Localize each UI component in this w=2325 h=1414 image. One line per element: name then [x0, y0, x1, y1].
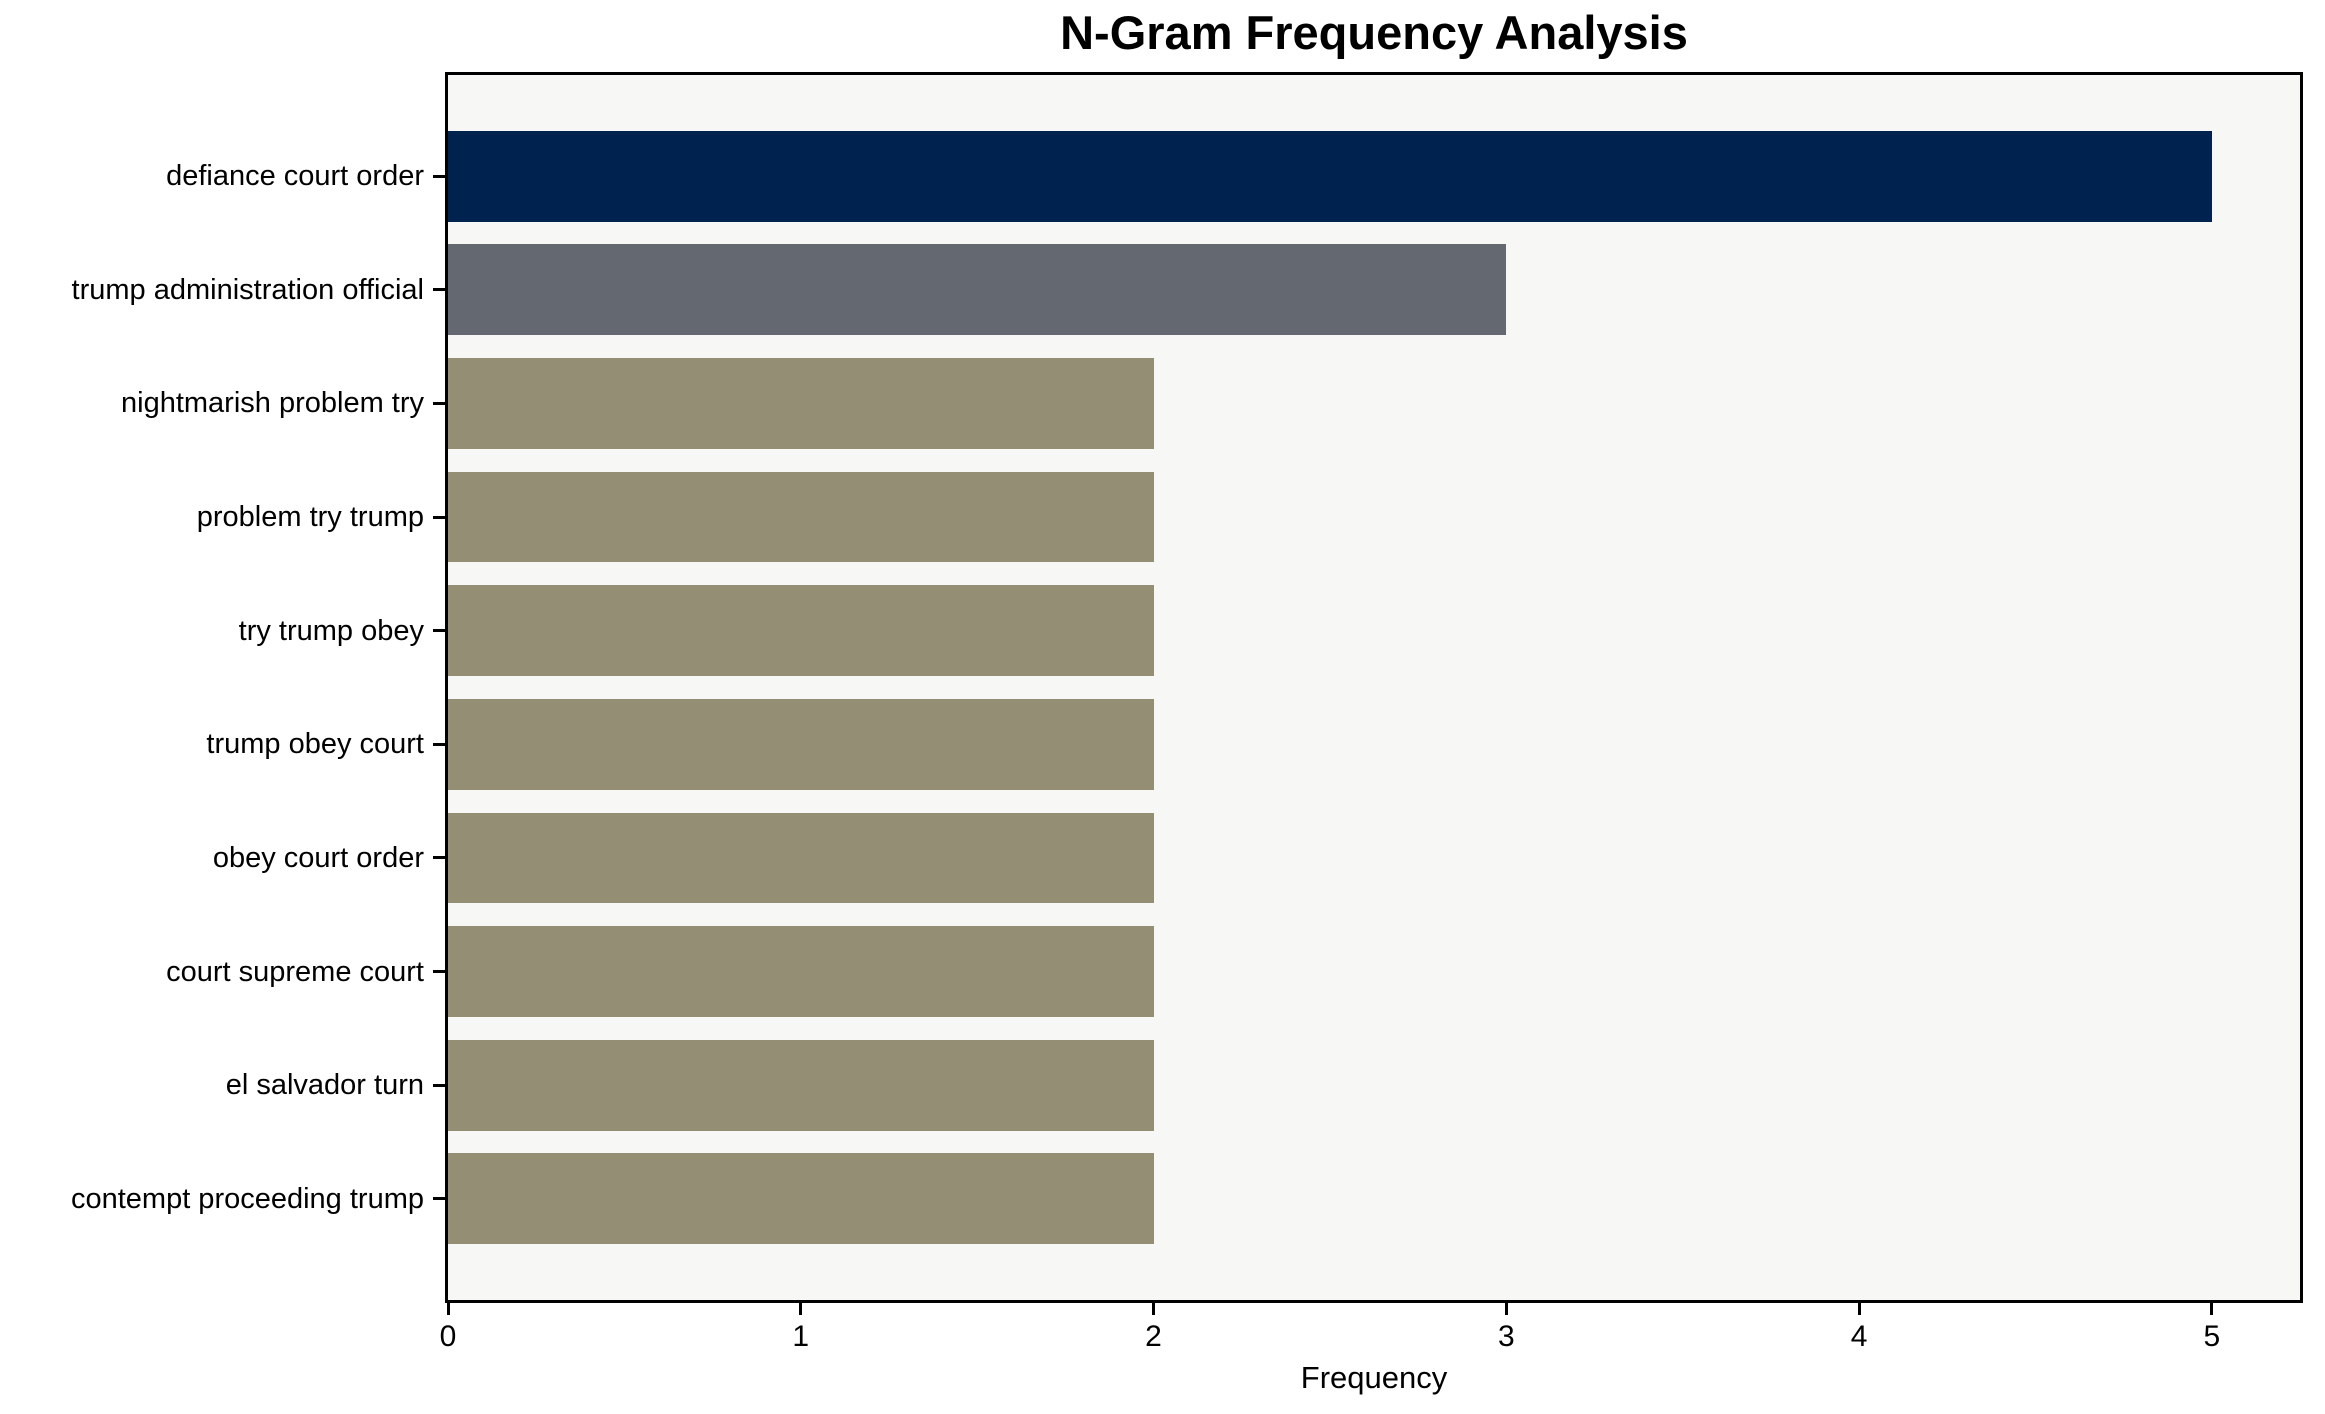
x-tick-mark	[2210, 1303, 2214, 1315]
y-tick-mark	[433, 629, 445, 633]
y-tick-mark	[433, 288, 445, 292]
bar-9-contempt-proceeding-trump	[448, 1153, 1154, 1245]
bar-1-trump-administration-official	[448, 244, 1507, 336]
plot-area	[445, 72, 2303, 1303]
x-tick-mark	[799, 1303, 803, 1315]
x-axis-title: Frequency	[1300, 1360, 1448, 1395]
bar-2-nightmarish-problem-try	[448, 357, 1154, 449]
x-tick-mark	[1504, 1303, 1508, 1315]
y-tick-mark	[433, 856, 445, 860]
bar-6-obey-court-order	[448, 812, 1154, 904]
y-tick-label: nightmarish problem try	[121, 387, 424, 420]
y-tick-mark	[433, 174, 445, 178]
chart-title: N-Gram Frequency Analysis	[1060, 6, 1688, 59]
y-tick-label: try trump obey	[238, 614, 424, 647]
x-tick-label: 1	[792, 1320, 810, 1353]
x-tick-label: 4	[1850, 1320, 1868, 1353]
x-tick-label: 0	[439, 1320, 457, 1353]
bar-8-el-salvador-turn	[448, 1039, 1154, 1131]
y-tick-label: contempt proceeding trump	[70, 1182, 424, 1215]
y-tick-label: defiance court order	[166, 160, 424, 193]
y-tick-label: problem try trump	[196, 501, 424, 534]
y-tick-mark	[433, 1083, 445, 1087]
y-tick-mark	[433, 401, 445, 405]
y-tick-label: trump administration official	[71, 273, 424, 306]
y-tick-mark	[433, 515, 445, 519]
y-tick-mark	[433, 742, 445, 746]
y-tick-label: court supreme court	[166, 955, 424, 988]
bar-0-defiance-court-order	[448, 130, 2212, 222]
bar-4-try-trump-obey	[448, 585, 1154, 677]
x-tick-label: 2	[1145, 1320, 1162, 1353]
y-tick-mark	[433, 1197, 445, 1201]
x-tick-mark	[446, 1303, 450, 1315]
x-tick-label: 3	[1497, 1320, 1515, 1353]
bar-7-court-supreme-court	[448, 926, 1154, 1018]
y-tick-label: trump obey court	[206, 728, 424, 761]
y-tick-label: el salvador turn	[225, 1069, 424, 1102]
y-tick-mark	[433, 970, 445, 974]
bar-5-trump-obey-court	[448, 698, 1154, 790]
x-tick-label: 5	[2203, 1320, 2221, 1353]
x-tick-mark	[1857, 1303, 1861, 1315]
y-tick-label: obey court order	[212, 841, 424, 874]
x-tick-mark	[1152, 1303, 1156, 1315]
bar-3-problem-try-trump	[448, 471, 1154, 563]
